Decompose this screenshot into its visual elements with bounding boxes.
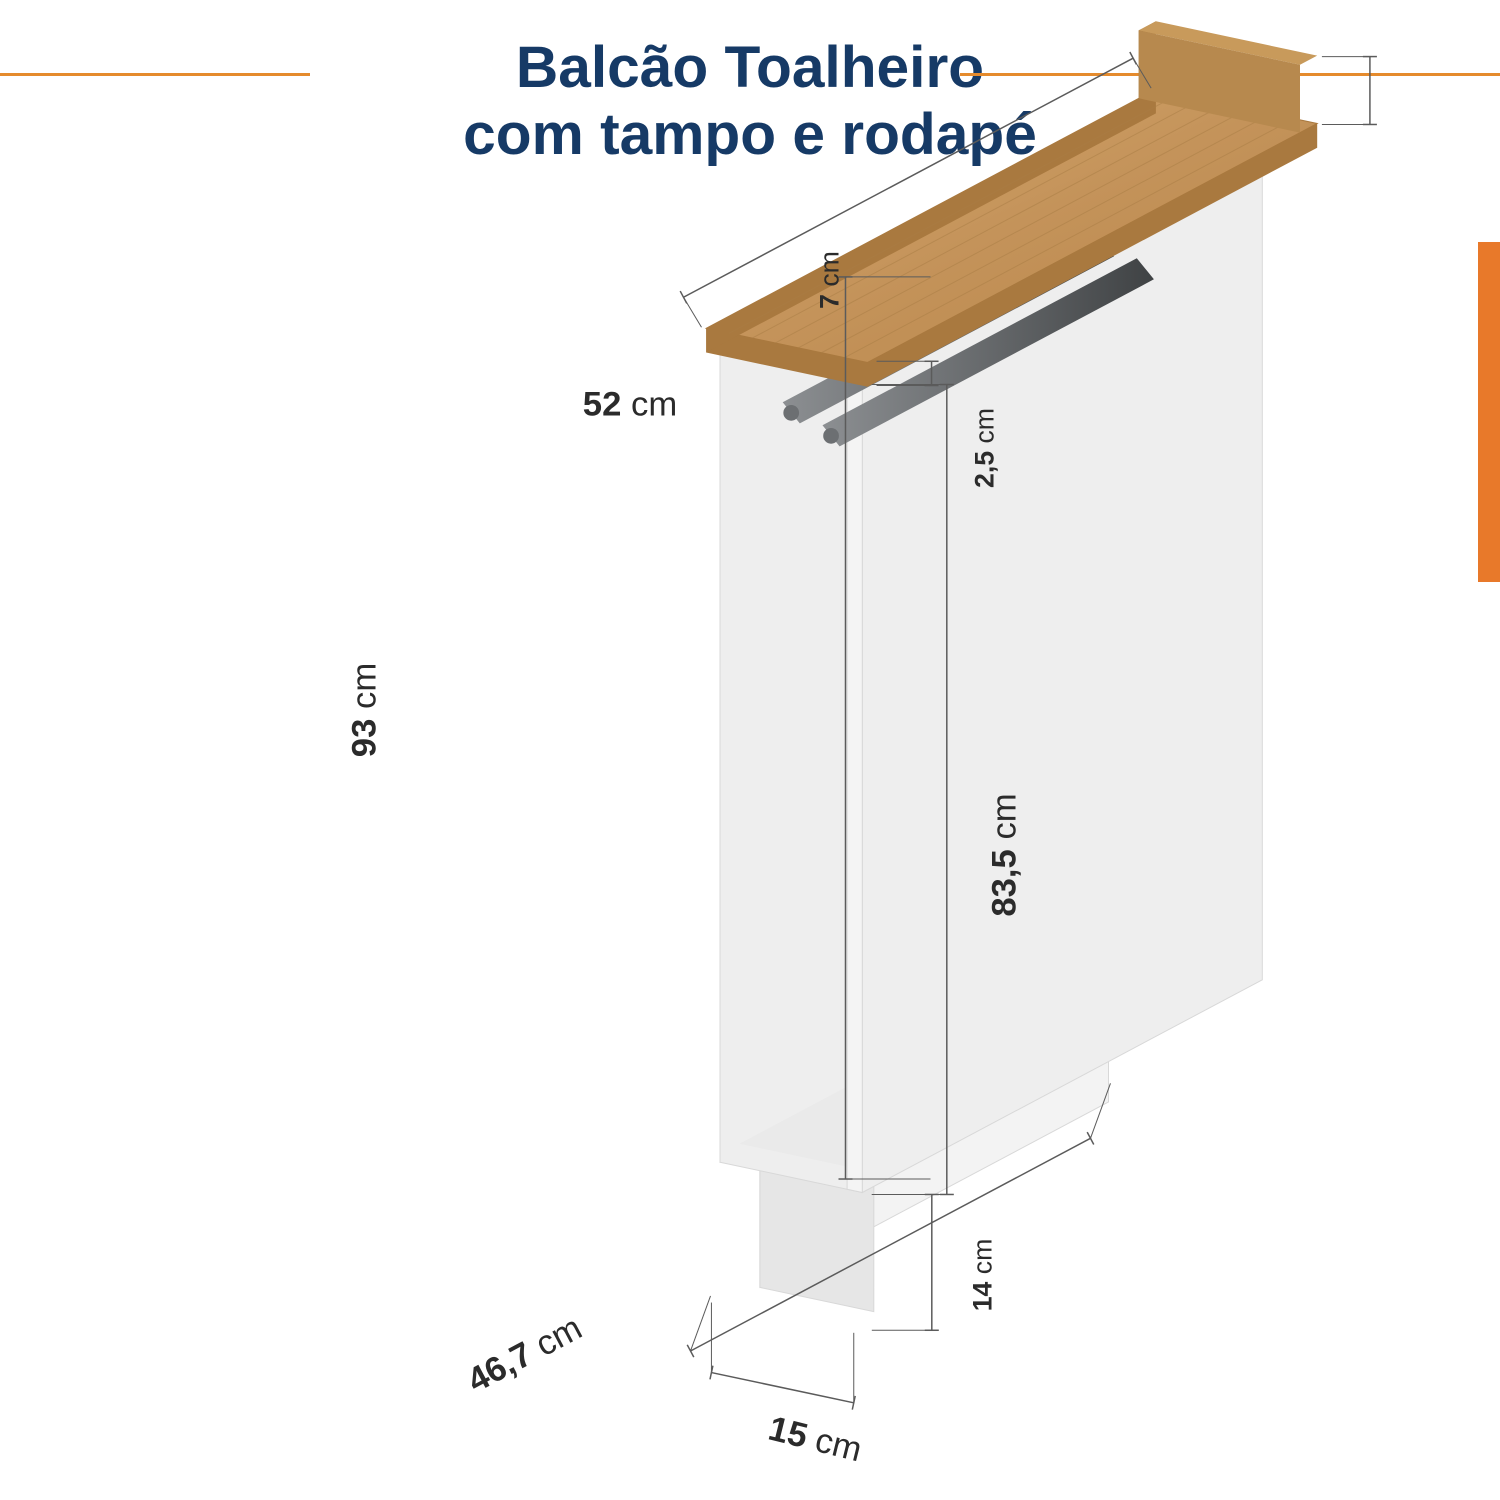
dim-plinth_h: 14 cm	[968, 1239, 999, 1312]
dim-backsplash: 7 cm	[815, 251, 846, 309]
dim-body_h: 83,5 cm	[986, 793, 1025, 916]
dim-top_thick: 2,5 cm	[970, 408, 1001, 488]
cabinet-diagram	[0, 0, 1500, 1500]
dim-total_h: 93 cm	[346, 663, 385, 757]
dim-top_depth: 52 cm	[583, 386, 677, 425]
